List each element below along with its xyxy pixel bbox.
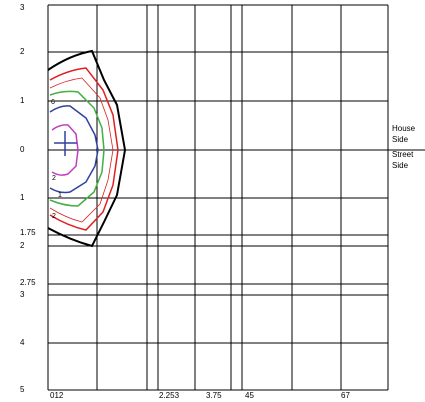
contour-label: 2: [52, 213, 56, 220]
contour: [49, 105, 99, 194]
side-label: Side: [392, 161, 409, 170]
side-label: House: [392, 124, 416, 133]
x-label: 012: [50, 391, 64, 400]
contour: [49, 77, 114, 223]
y-label: 3: [20, 290, 25, 299]
side-label: Street: [392, 150, 414, 159]
contour: [47, 49, 127, 248]
x-label: 2.253: [159, 391, 180, 400]
side-label: Side: [392, 135, 409, 144]
contour-label: 2: [52, 175, 56, 182]
y-label: 3: [20, 3, 25, 12]
contour: [49, 67, 119, 231]
contour: [49, 90, 105, 207]
contour-label: 1: [58, 192, 62, 199]
grid: [47, 4, 425, 391]
y-label: 1.75: [20, 228, 36, 237]
y-label: 2: [20, 47, 25, 56]
y-label: 2.75: [20, 278, 36, 287]
contour: [51, 124, 79, 176]
y-label: 2: [20, 241, 25, 250]
y-label: 1: [20, 193, 25, 202]
y-label: 0: [20, 145, 25, 154]
x-label: 3.75: [206, 391, 222, 400]
y-label: 4: [20, 338, 25, 347]
y-label: 5: [20, 385, 25, 394]
x-label: 67: [341, 391, 350, 400]
contour-label: 6: [51, 99, 55, 106]
contours: [47, 49, 127, 248]
x-label: 45: [245, 391, 254, 400]
y-label: 1: [20, 96, 25, 105]
